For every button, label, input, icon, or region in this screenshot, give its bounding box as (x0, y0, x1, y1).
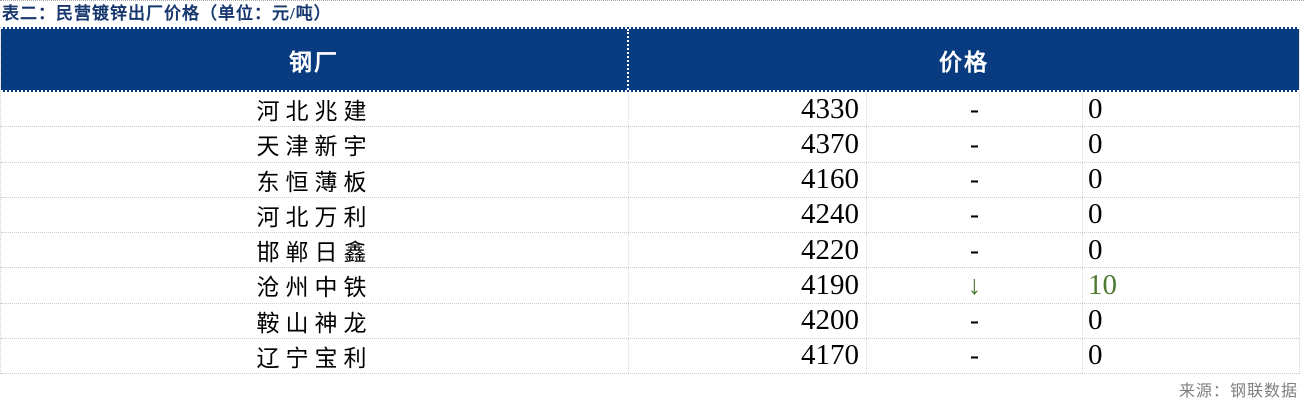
mill-name: 邯郸日鑫 (1, 233, 629, 268)
price-value: 4330 (629, 92, 867, 127)
table-title: 表二：民营镀锌出厂价格（单位：元/吨） (2, 4, 332, 23)
change-value: 0 (1088, 339, 1103, 372)
mill-name: 辽宁宝利 (1, 338, 629, 373)
no-change-dash: - (867, 233, 1083, 268)
change-value: 0 (1088, 233, 1103, 266)
column-header-price: 价格 (939, 49, 989, 75)
price-value: 4170 (629, 338, 867, 373)
price-value: 4190 (629, 268, 867, 303)
price-value: 4370 (629, 127, 867, 162)
price-value: 4160 (629, 162, 867, 197)
table-row: 东恒薄板 4160-0 (1, 162, 1299, 198)
price-value: 4220 (629, 233, 867, 268)
table-row: 天津新宇 4370-0 (1, 127, 1299, 163)
data-source-label: 来源：钢联数据 (1178, 383, 1298, 400)
price-value: 4200 (629, 303, 867, 338)
mill-name: 天津新宇 (1, 127, 629, 162)
mill-name: 沧州中铁 (1, 268, 629, 303)
mill-name: 鞍山神龙 (1, 303, 629, 338)
change-value: 0 (1088, 163, 1103, 196)
mill-name: 河北兆建 (1, 92, 629, 127)
change-value: 10 (1088, 268, 1117, 301)
no-change-dash: - (867, 162, 1083, 197)
no-change-dash: - (867, 338, 1083, 373)
no-change-dash: - (867, 197, 1083, 232)
column-header-mill: 钢厂 (1, 29, 629, 90)
no-change-dash: - (867, 127, 1083, 162)
no-change-dash: - (867, 303, 1083, 338)
down-arrow-icon: ↓ (867, 268, 1083, 303)
change-value: 0 (1088, 198, 1103, 231)
no-change-dash: - (867, 92, 1083, 127)
price-value: 4240 (629, 197, 867, 232)
change-value: 0 (1088, 127, 1103, 160)
change-value: 0 (1088, 304, 1103, 337)
table-row: 邯郸日鑫 4220-0 (1, 233, 1299, 269)
top-divider (0, 0, 1304, 1)
change-value: 0 (1088, 92, 1103, 125)
table-header-row: 钢厂 价格 (1, 27, 1299, 92)
table-row: 辽宁宝利 4170-0 (1, 338, 1299, 374)
price-table: 钢厂 价格 河北兆建 4330-0 天津新宇 4370-0 东恒薄板 4160-0 河北万利… (0, 27, 1300, 374)
mill-name: 东恒薄板 (1, 162, 629, 197)
table-row: 河北兆建 4330-0 (1, 92, 1299, 128)
table-row: 沧州中铁 4190 ↓ 10 (1, 268, 1299, 304)
mill-name: 河北万利 (1, 197, 629, 232)
table-body: 河北兆建 4330-0 天津新宇 4370-0 东恒薄板 4160-0 河北万利 4240-0… (1, 92, 1299, 374)
table-row: 河北万利 4240-0 (1, 197, 1299, 233)
table-row: 鞍山神龙 4200-0 (1, 303, 1299, 339)
